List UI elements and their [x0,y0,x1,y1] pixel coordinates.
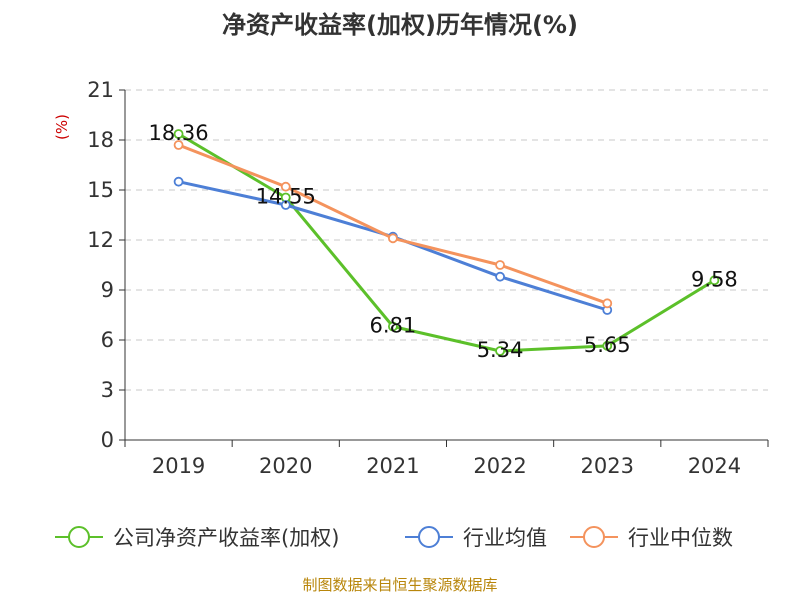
series-0-point-2019 [173,129,184,139]
y-tick-label-3: 3 [101,378,114,402]
y-tick-label-21: 21 [87,78,114,102]
y-tick-label-6: 6 [101,328,114,352]
series-2-point-2020 [280,181,291,192]
legend-marker-2 [583,526,605,548]
y-tick-label-18: 18 [87,128,114,152]
grid-lines [125,89,768,391]
series-2-point-2022 [495,260,505,270]
legend-marker-1 [418,526,440,548]
series-0-point-2024 [709,275,720,286]
legend-label-0: 公司净资产收益率(加权) [113,526,339,550]
chart-title: 净资产收益率(加权)历年情况(%) [222,11,578,39]
x-tick-label-2019: 2019 [152,454,205,478]
data-label-2024: 9.58 [691,267,738,291]
series-line-2 [178,143,608,305]
source-note: 制图数据来自恒生聚源数据库 [302,576,497,594]
series-line-1 [178,180,608,312]
data-labels: 18.36 14.55 6.81 5.34 5.65 9.58 [149,121,738,362]
legend: 公司净资产收益率(加权) 行业均值 行业中位数 [55,526,733,550]
series-line-0 [177,132,716,353]
series-1-point-2019 [173,176,184,187]
series-1-point-2020 [280,200,291,210]
data-label-2022: 5.34 [477,338,524,362]
y-tick-label-15: 15 [87,178,114,202]
x-tick-label-2021: 2021 [366,454,419,478]
legend-marker-0 [68,526,90,548]
y-tick-label-12: 12 [87,228,114,252]
data-label-2023: 5.65 [584,333,631,357]
series-0-point-2023 [602,340,613,351]
series-2-point-2019 [173,140,184,150]
x-tick-label-2024: 2024 [688,454,741,478]
data-label-2019: 18.36 [149,121,209,145]
data-label-2020: 14.55 [256,185,316,209]
series-lines [173,129,720,356]
x-tick-label-2023: 2023 [581,454,634,478]
axes: 0 3 6 9 12 15 18 21 2019 2020 2021 2022 2023 2024 [87,78,769,478]
y-axis-unit: (%) [53,114,71,140]
legend-label-1: 行业均值 [463,526,547,550]
y-tick-label-0: 0 [101,428,114,452]
legend-label-2: 行业中位数 [628,526,733,550]
data-label-2021: 6.81 [370,314,417,338]
x-tick-label-2022: 2022 [473,454,526,478]
series-2-point-2023 [602,298,613,309]
series-2-point-2021 [388,233,398,244]
series-1-point-2022 [495,271,505,282]
x-tick-label-2020: 2020 [259,454,312,478]
series-0-point-2021 [388,321,398,332]
series-0-point-2022 [495,346,505,356]
y-tick-label-9: 9 [101,278,114,302]
